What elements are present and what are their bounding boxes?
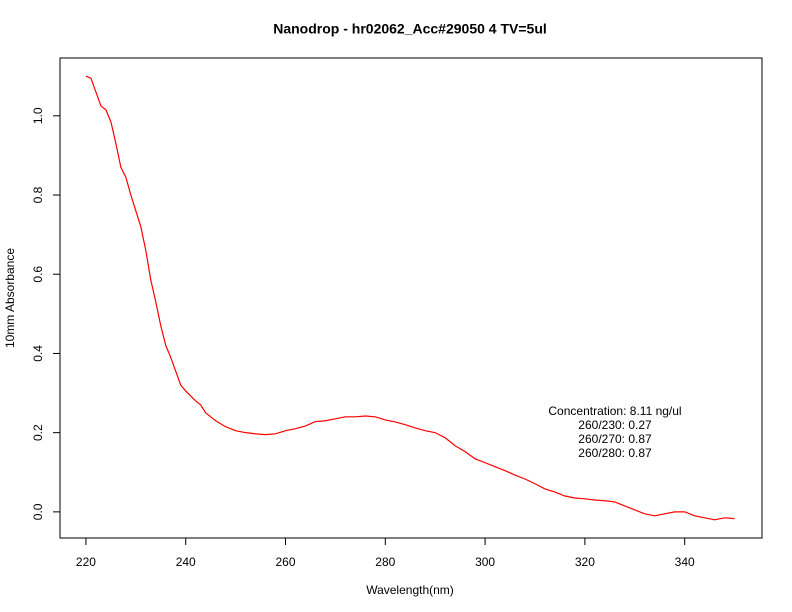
data-line: [85, 75, 735, 521]
annotation: Concentration: 8.11 ng/ul: [548, 404, 681, 418]
y-tick-label: 0.8: [31, 186, 45, 203]
x-tick-label: 300: [475, 555, 495, 569]
plot-frame: [59, 57, 763, 539]
y-tick-label: 0.2: [31, 424, 45, 441]
x-tick-label: 340: [675, 555, 695, 569]
x-tick-label: 280: [375, 555, 395, 569]
x-tick-label: 260: [276, 555, 296, 569]
chart-title: Nanodrop - hr02062_Acc#29050 4 TV=5ul: [273, 21, 547, 37]
x-tick-label: 320: [575, 555, 595, 569]
y-axis-label: 10mm Absorbance: [3, 248, 17, 348]
annotation: 260/230: 0.27: [578, 418, 652, 432]
y-tick-label: 0.0: [31, 503, 45, 520]
annotation: 260/270: 0.87: [578, 432, 652, 446]
x-axis-label: Wavelength(nm): [366, 583, 454, 597]
annotation: 260/280: 0.87: [578, 446, 652, 460]
x-tick-label: 220: [76, 555, 96, 569]
x-tick-label: 240: [176, 555, 196, 569]
y-tick-label: 0.4: [31, 345, 45, 362]
y-tick-label: 0.6: [31, 266, 45, 283]
y-tick-label: 1.0: [31, 107, 45, 124]
